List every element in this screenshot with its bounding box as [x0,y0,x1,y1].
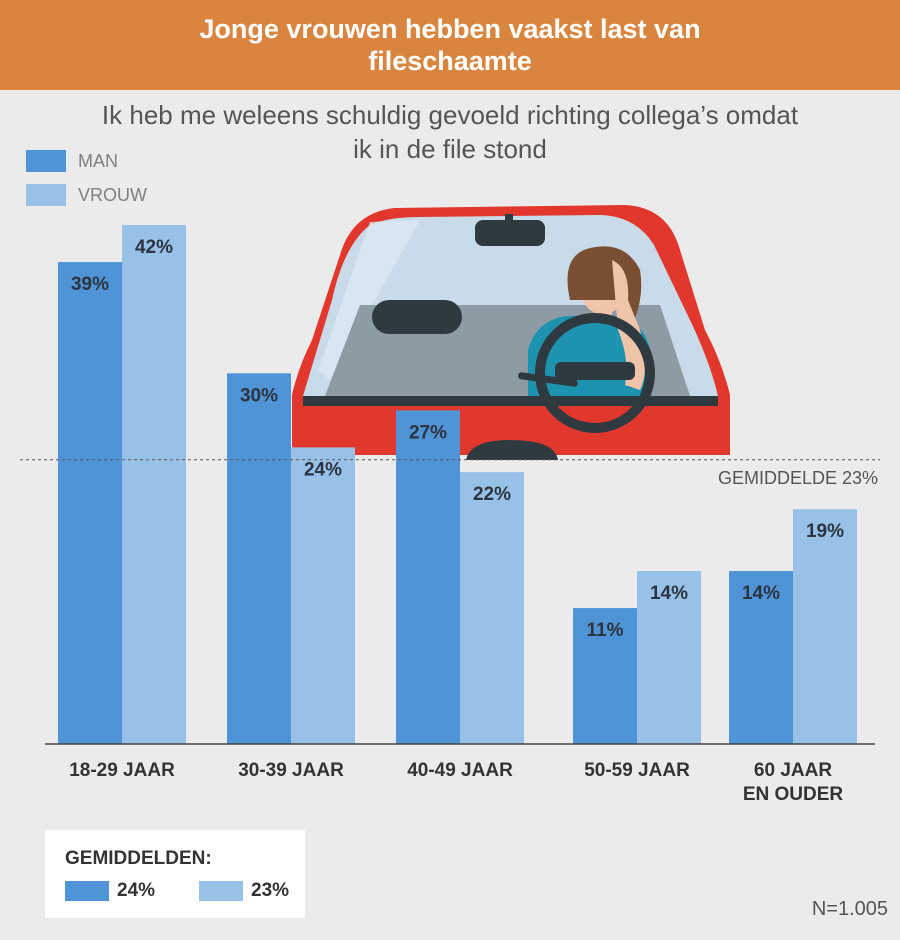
category-label-1: 18-29 JAAR [69,760,175,781]
legend: MAN VROUW [26,144,147,212]
data-label-vrouw-5: 19% [806,521,844,542]
data-label-man-2: 30% [240,385,278,406]
data-label-vrouw-2: 24% [304,459,342,480]
data-label-vrouw-3: 22% [473,484,511,505]
bar-man-5 [729,571,793,744]
category-label-2: 30-39 JAAR [238,760,344,781]
header-banner: Jonge vrouwen hebben vaakst last van fil… [0,0,900,90]
average-item-man: 24% [65,880,155,902]
category-label-5-line-1: 60 JAAR [754,760,832,781]
chart-subtitle: Ik heb me weleens schuldig gevoeld richt… [101,100,799,164]
bar-vrouw-3 [460,472,524,744]
car-illustration [292,205,730,460]
bar-labels: 39% 42% 30% 24% 27% 22% 11% 14% 14% 19% [71,237,844,641]
legend-swatch-vrouw [26,184,66,206]
average-value-man: 24% [117,880,156,901]
averages-box: GEMIDDELDEN: 24% 23% [45,830,305,918]
sample-size: N=1.005 [811,898,888,920]
data-label-vrouw-1: 42% [135,237,173,258]
average-swatch-vrouw [199,881,243,901]
legend-item-vrouw: VROUW [26,178,147,212]
data-label-man-3: 27% [409,422,447,443]
bar-vrouw-4 [637,571,701,744]
bar-man-4 [573,608,637,744]
data-label-man-5: 14% [742,583,780,604]
bar-vrouw-5 [793,509,857,744]
average-reference-label: GEMIDDELDE 23% [718,468,878,488]
bar-vrouw-1 [122,225,186,744]
bar-man-2 [227,373,291,744]
legend-swatch-man [26,150,66,172]
bar-vrouw-2 [291,447,355,744]
averages-title: GEMIDDELDEN: [65,848,212,869]
data-label-man-1: 39% [71,274,109,295]
bar-chart: 39% 42% 30% 24% 27% 22% 11% 14% 14% 19% GEMIDDELD… [20,205,880,805]
data-label-man-4: 11% [587,620,624,641]
legend-item-man: MAN [26,144,147,178]
bars [58,225,857,744]
bar-man-3 [396,410,460,744]
chart-title: Jonge vrouwen hebben vaakst last van fil… [199,14,701,76]
category-label-3: 40-49 JAAR [407,760,513,781]
average-value-vrouw: 23% [251,880,290,901]
data-label-vrouw-4: 14% [650,583,688,604]
average-swatch-man [65,881,109,901]
bar-man-1 [58,262,122,744]
category-label-5-line-2: EN OUDER [743,784,844,805]
category-label-4: 50-59 JAAR [584,760,690,781]
average-item-vrouw: 23% [199,880,289,902]
category-labels: 18-29 JAAR 30-39 JAAR 40-49 JAAR 50-59 JAAR… [69,760,843,805]
legend-label-man: MAN [78,150,118,171]
legend-label-vrouw: VROUW [78,184,147,205]
